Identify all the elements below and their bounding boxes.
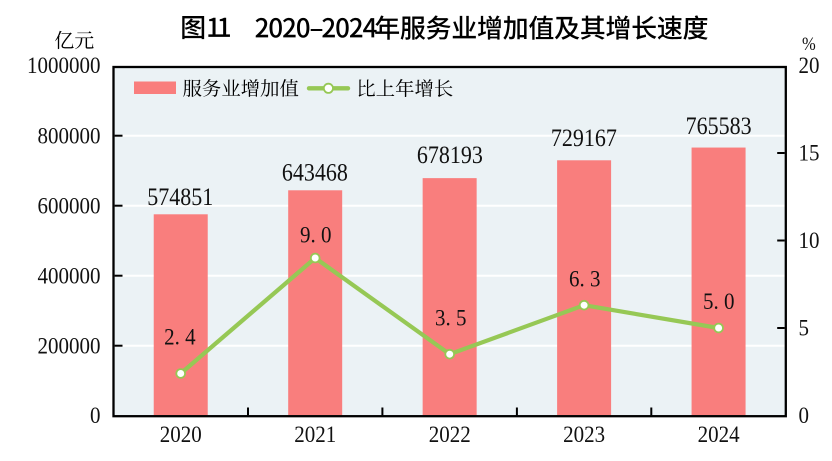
svg-text:2022: 2022 (429, 421, 471, 447)
svg-text:400000: 400000 (38, 262, 101, 288)
svg-text:5. 0: 5. 0 (703, 288, 734, 314)
svg-text:574851: 574851 (147, 184, 213, 212)
svg-text:3. 5: 3. 5 (435, 304, 466, 330)
svg-text:2023: 2023 (563, 421, 605, 447)
svg-text:10: 10 (799, 227, 820, 253)
svg-text:6. 3: 6. 3 (569, 265, 600, 291)
svg-text:678193: 678193 (417, 142, 483, 170)
svg-text:600000: 600000 (38, 192, 101, 218)
svg-text:200000: 200000 (38, 332, 101, 358)
svg-text:0: 0 (90, 402, 100, 428)
svg-text:2. 4: 2. 4 (164, 324, 195, 350)
svg-text:643468: 643468 (282, 159, 348, 187)
svg-text:2024: 2024 (698, 421, 740, 447)
svg-text:729167: 729167 (551, 125, 617, 153)
svg-text:2021: 2021 (294, 421, 336, 447)
svg-text:0: 0 (799, 402, 809, 428)
svg-text:%: % (802, 33, 816, 54)
svg-text:1000000: 1000000 (27, 52, 100, 78)
svg-text:15: 15 (799, 139, 820, 165)
svg-text:9. 0: 9. 0 (300, 221, 331, 247)
svg-text:20: 20 (799, 52, 820, 78)
svg-text:765583: 765583 (686, 113, 752, 141)
svg-text:800000: 800000 (38, 122, 101, 148)
svg-text:2020: 2020 (160, 421, 202, 447)
svg-text:5: 5 (799, 314, 809, 340)
